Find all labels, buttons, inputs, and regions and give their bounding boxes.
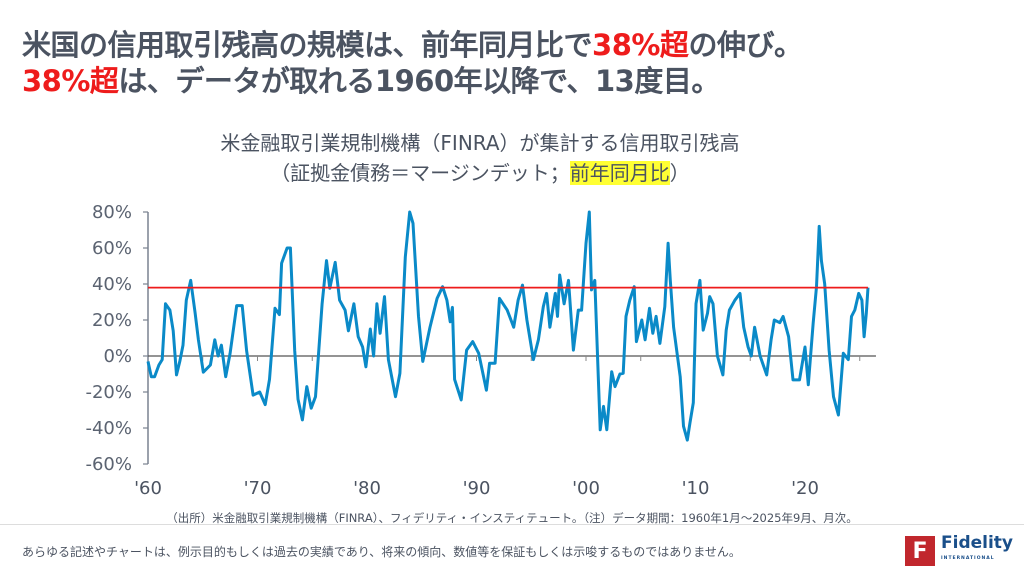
x-tick-label: '80 bbox=[353, 478, 381, 499]
fidelity-logo-icon: F bbox=[905, 536, 935, 566]
x-tick-label: '60 bbox=[134, 478, 162, 499]
headline-text: 米国の信用取引残高の規模は、前年同月比で bbox=[22, 28, 593, 62]
y-tick-label: -60% bbox=[85, 454, 132, 475]
y-tick-label: -40% bbox=[85, 418, 132, 439]
chart-subtitle-text: ） bbox=[669, 161, 690, 185]
headline-text: は、データが取れる1960年以降で、13度目。 bbox=[118, 64, 720, 98]
source-note: （出所）米金融取引業規制機構（FINRA）、フィデリティ・インスティテュート。（… bbox=[166, 511, 858, 525]
y-tick-label: 80% bbox=[92, 202, 132, 223]
chart-subtitle-highlight: 前年同月比 bbox=[569, 161, 670, 185]
headline-text: の伸び。 bbox=[688, 28, 803, 62]
x-tick-label: '20 bbox=[791, 478, 819, 499]
x-tick-label: '90 bbox=[463, 478, 491, 499]
x-tick-label: '70 bbox=[244, 478, 272, 499]
y-tick-label: 60% bbox=[92, 238, 132, 259]
disclaimer: あらゆる記述やチャートは、例示目的もしくは過去の実績であり、将来の傾向、数値等を… bbox=[22, 545, 741, 559]
headline-highlight: 38%超 bbox=[592, 28, 689, 62]
chart-subtitle: （証拠金債務＝マージンデット；前年同月比） bbox=[0, 157, 960, 186]
y-tick-label: 40% bbox=[92, 274, 132, 295]
divider bbox=[0, 524, 1024, 525]
y-tick-label: 20% bbox=[92, 310, 132, 331]
y-tick-label: 0% bbox=[103, 346, 132, 367]
fidelity-logo: F Fidelity INTERNATIONAL bbox=[905, 535, 1013, 567]
series-line-margin-debt-yoy bbox=[146, 210, 870, 442]
logo-name: Fidelity bbox=[941, 533, 1014, 553]
x-tick-label: '00 bbox=[572, 478, 600, 499]
fidelity-logo-text: Fidelity INTERNATIONAL bbox=[941, 535, 1013, 567]
x-tick-label: '10 bbox=[682, 478, 710, 499]
chart-title: 米金融取引業規制機構（FINRA）が集計する信用取引残高 bbox=[220, 131, 740, 155]
logo-sub: INTERNATIONAL bbox=[941, 556, 995, 561]
headline-line-2: 38%超は、データが取れる1960年以降で、13度目。 bbox=[22, 58, 720, 100]
headline-line-1: 米国の信用取引残高の規模は、前年同月比で38%超の伸び。 bbox=[22, 22, 803, 64]
y-tick-label: -20% bbox=[85, 382, 132, 403]
headline-highlight: 38%超 bbox=[22, 64, 119, 98]
chart-subtitle-text: （証拠金債務＝マージンデット； bbox=[270, 161, 570, 185]
